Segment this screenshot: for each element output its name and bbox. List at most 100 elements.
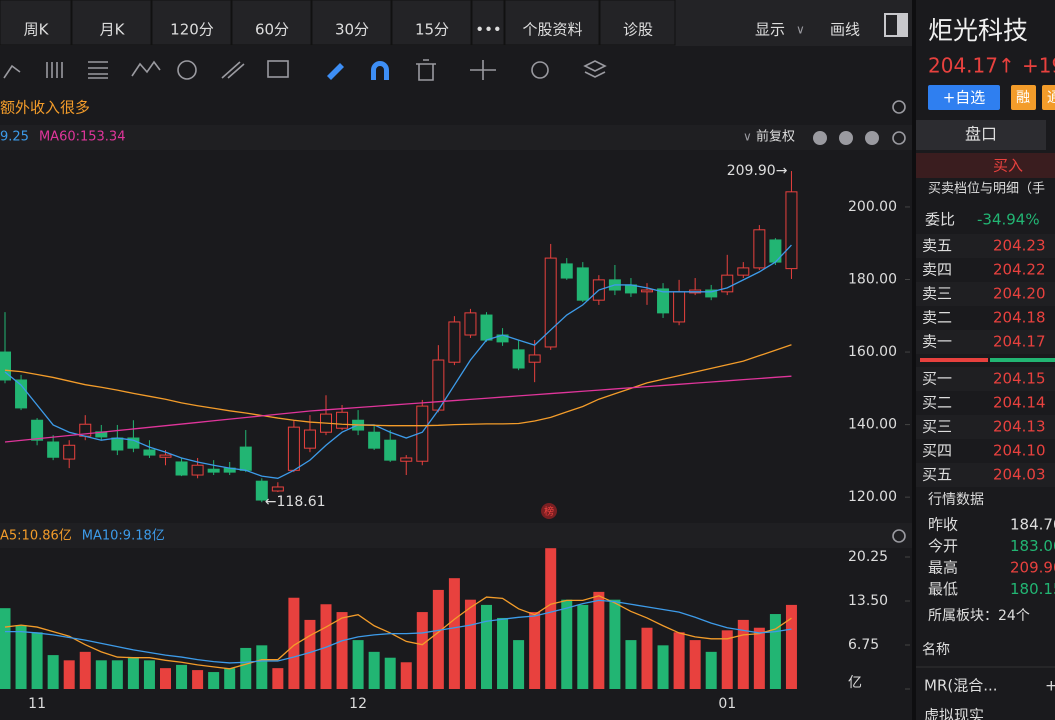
ratio-bar-sell: [920, 358, 988, 362]
book-label: 买五: [922, 466, 952, 484]
tab-label[interactable]: 盘口: [965, 125, 997, 144]
toolbar-tab[interactable]: [311, 0, 392, 46]
candle-body: [207, 468, 220, 473]
toolbar-tab-label[interactable]: 15分: [415, 21, 449, 39]
candle-body: [560, 263, 573, 279]
toolbar-tab-label[interactable]: 60分: [255, 21, 289, 39]
icon: [416, 59, 436, 81]
toolbar-tab[interactable]: [504, 0, 600, 46]
watch-button[interactable]: [928, 85, 1000, 110]
book-label: 买一: [922, 370, 952, 388]
sector-name[interactable]: MR(混合...: [924, 677, 998, 695]
y-tick-label: 120.00: [848, 489, 897, 505]
ratio: -34.94%: [977, 211, 1040, 229]
candle-body: [15, 379, 28, 409]
candle-body: [528, 354, 541, 363]
volume-bar: [143, 660, 155, 689]
legend-entry: A5:10.86亿: [0, 529, 72, 544]
x-tick-label: 12: [349, 696, 367, 712]
book-label: 买二: [922, 394, 952, 412]
y-tick-label: 160.00: [848, 344, 897, 360]
watch-button-label[interactable]: +自选: [943, 89, 986, 107]
toolbar-tab-label[interactable]: •••: [475, 21, 502, 39]
toolbar-tab-label[interactable]: 个股资料: [522, 21, 582, 39]
volume-bar: [111, 660, 123, 689]
volume-bar: [416, 612, 428, 689]
tab[interactable]: [916, 120, 1046, 150]
name-header: 名称: [922, 642, 950, 658]
connect-badge[interactable]: [1042, 85, 1055, 110]
volume-bar: [160, 668, 171, 689]
quote-title: 行情数据: [928, 492, 984, 508]
book-price: 204.14: [993, 394, 1046, 412]
volume-bar: [577, 604, 589, 689]
toolbar-tab[interactable]: [151, 0, 232, 46]
buy-row[interactable]: [916, 153, 1055, 178]
candle-body: [673, 291, 686, 323]
zoom-out[interactable]: [813, 131, 827, 145]
volume-bar: [304, 619, 316, 689]
quote-label: 今开: [928, 537, 958, 555]
toolbar-tab[interactable]: [471, 0, 505, 46]
toolbar-tab-label[interactable]: 30分: [335, 21, 369, 39]
volume-bar: [256, 645, 268, 689]
x-tick-label: 01: [718, 696, 736, 712]
buy-label[interactable]: 买入: [993, 157, 1023, 175]
candle-body: [737, 267, 750, 276]
draw-menu[interactable]: 画线: [830, 21, 860, 39]
toolbar-tab-label[interactable]: 诊股: [623, 21, 653, 39]
zoom-reset[interactable]: [865, 131, 879, 145]
toolbar-tab-label[interactable]: 月K: [100, 21, 126, 39]
chevron: ∨: [796, 23, 805, 37]
volume-bar: [448, 578, 460, 689]
candle-body: [255, 480, 268, 501]
toolbar-tab-label[interactable]: 120分: [170, 21, 214, 39]
volume-bar: [432, 589, 444, 689]
ratio-label: 委比: [925, 211, 955, 229]
stock-price: 204.17↑: [928, 54, 1015, 78]
settings-icon[interactable]: [892, 529, 906, 543]
volume-bar: [513, 640, 525, 689]
toolbar-tab[interactable]: [71, 0, 152, 46]
legend-entry: MA10:9.18亿: [82, 529, 165, 544]
connect-badge-label: 通: [1047, 90, 1055, 106]
y-tick-label: 13.50: [848, 593, 888, 609]
toolbar-tab-label[interactable]: 周K: [24, 21, 50, 39]
toolbar-tab[interactable]: [231, 0, 312, 46]
sector-name[interactable]: 虚拟现实: [924, 707, 984, 720]
book-price: 204.22: [993, 261, 1046, 279]
display-menu[interactable]: 显示: [755, 21, 785, 39]
icon: [221, 61, 245, 79]
y-tick-label: 20.25: [848, 549, 888, 565]
settings-icon[interactable]: [892, 131, 906, 145]
zoom-in[interactable]: [839, 131, 853, 145]
toolbar-tab[interactable]: [599, 0, 676, 46]
adjust[interactable]: 前复权: [756, 129, 795, 145]
icon: [131, 60, 161, 77]
icon-magnet[interactable]: [371, 61, 389, 80]
icon-pen[interactable]: [327, 63, 344, 80]
candle-body: [287, 426, 300, 471]
book-price: 204.17: [993, 333, 1046, 351]
toolbar-tab[interactable]: [391, 0, 472, 46]
volume-bar: [127, 657, 139, 689]
quote-label: 最高: [928, 559, 958, 577]
margin-badge[interactable]: [1011, 85, 1036, 110]
quote-value: 180.15: [1010, 580, 1055, 598]
candle-body: [191, 464, 204, 476]
volume-bar: [737, 619, 749, 689]
toolbar-tab[interactable]: [0, 0, 72, 46]
y-tick-label: 140.00: [848, 417, 897, 433]
candle-body: [512, 349, 525, 369]
badge-label: 榜: [544, 505, 554, 518]
quote-label: 昨收: [928, 516, 958, 534]
book-label: 卖一: [922, 333, 952, 351]
candle-body: [159, 454, 172, 458]
book-row-bg: [916, 234, 1055, 258]
sector-add[interactable]: +: [1045, 677, 1055, 695]
settings-icon[interactable]: [892, 100, 906, 114]
candle-body: [657, 288, 670, 314]
book-price: 204.18: [993, 309, 1046, 327]
